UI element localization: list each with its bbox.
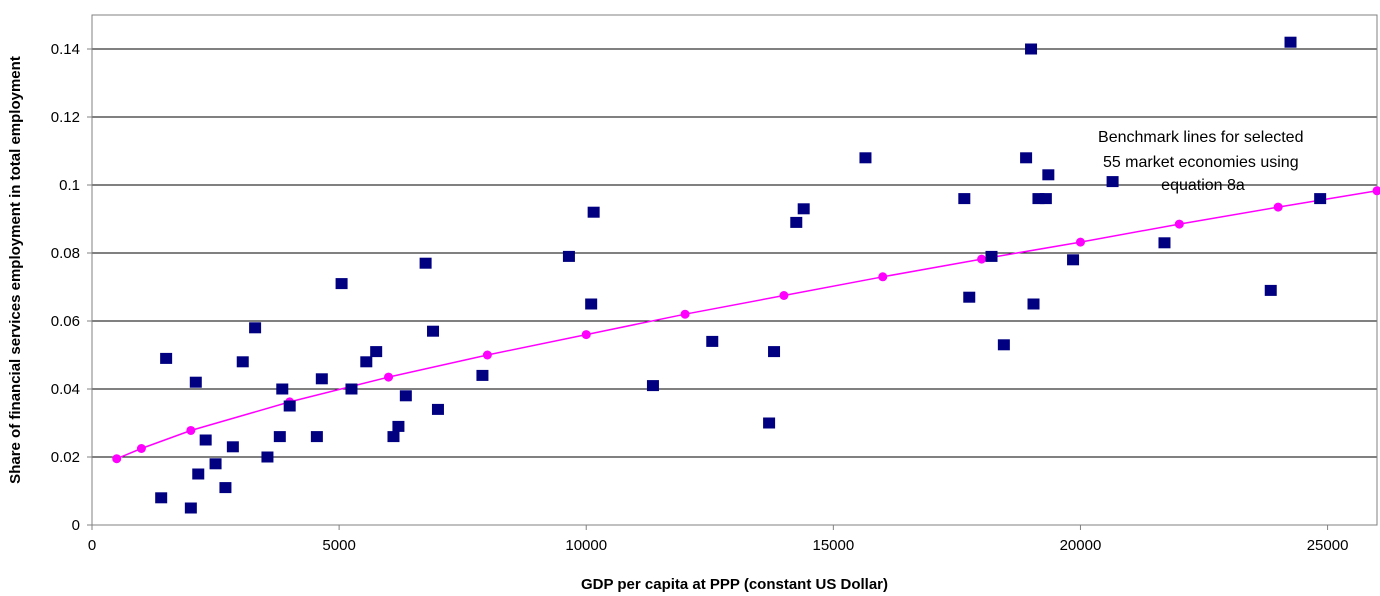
data-point [274,431,286,442]
data-point [585,299,597,310]
data-point [1042,169,1054,180]
data-point [400,390,412,401]
data-point [1067,254,1079,265]
data-point [200,435,212,446]
x-tick-labels: 0 5000 10000 15000 20000 25000 [88,537,1349,554]
data-point [986,251,998,262]
data-point [1107,176,1119,187]
y-tick-label: 0.04 [51,381,80,398]
y-tick-label: 0.14 [51,41,80,58]
data-point [360,356,372,367]
benchmark-line [117,191,1377,459]
benchmark-point [1076,238,1085,247]
data-point [963,292,975,303]
annotation-line-3: equation 8a [1161,177,1245,194]
benchmark-point [112,454,121,463]
data-point [958,193,970,204]
gridlines [92,49,1377,457]
data-point [706,336,718,347]
benchmark-point [483,351,492,360]
data-point [1314,193,1326,204]
data-point [859,152,871,163]
data-point [1265,285,1277,296]
data-marks [112,37,1380,514]
y-tick-label: 0.12 [51,109,80,126]
annotation-line-2: 55 market economies using [1103,154,1299,171]
x-tick-label: 5000 [322,537,355,554]
data-point [237,356,249,367]
data-point [1020,152,1032,163]
x-tick-label: 20000 [1060,537,1102,554]
data-point [476,370,488,381]
data-point [249,322,261,333]
data-point [192,469,204,480]
plot-area [92,15,1377,525]
data-point [432,404,444,415]
data-point [160,353,172,364]
data-point [798,203,810,214]
data-point [227,441,239,452]
data-point [261,452,273,463]
data-point [588,207,600,218]
data-point [763,418,775,429]
data-point [155,492,167,503]
y-tick-labels: 0 0.02 0.04 0.06 0.08 0.1 0.12 0.14 [51,41,80,534]
data-point [427,326,439,337]
y-tick-label: 0.02 [51,449,80,466]
data-point [210,458,222,469]
y-tick-label: 0.06 [51,313,80,330]
data-point [1158,237,1170,248]
data-point [311,431,323,442]
data-point [345,384,357,395]
benchmark-point [1175,220,1184,229]
data-point [1040,193,1052,204]
data-point [370,346,382,357]
benchmark-point [779,291,788,300]
benchmark-point [384,373,393,382]
data-point [768,346,780,357]
y-axis-title: Share of financial services employment i… [7,56,24,484]
benchmark-point [582,330,591,339]
y-tick-label: 0.1 [59,177,80,194]
x-tick-label: 0 [88,537,96,554]
x-axis-title: GDP per capita at PPP (constant US Dolla… [581,576,888,593]
benchmark-point [1373,186,1380,195]
x-tick-label: 10000 [565,537,607,554]
data-point [998,339,1010,350]
data-point [185,503,197,514]
data-point [647,380,659,391]
data-point [1028,299,1040,310]
data-point [316,373,328,384]
data-point [1285,37,1297,48]
data-point [336,278,348,289]
y-tick-label: 0 [72,517,80,534]
data-point [392,421,404,432]
benchmark-point [977,255,986,264]
annotation-line-1: Benchmark lines for selected [1098,129,1303,146]
data-point [190,377,202,388]
x-tick-label: 25000 [1307,537,1349,554]
benchmark-point [1274,203,1283,212]
x-tick-label: 15000 [812,537,854,554]
data-point [219,482,231,493]
data-point [420,258,432,269]
data-point [1025,44,1037,55]
y-tick-label: 0.08 [51,245,80,262]
data-point [563,251,575,262]
benchmark-point [878,272,887,281]
benchmark-annotation: Benchmark lines for selected 55 market e… [1098,129,1308,194]
data-point [276,384,288,395]
benchmark-point [681,310,690,319]
data-point [387,431,399,442]
data-point [790,217,802,228]
data-point [284,401,296,412]
benchmark-point [186,426,195,435]
benchmark-point [137,444,146,453]
